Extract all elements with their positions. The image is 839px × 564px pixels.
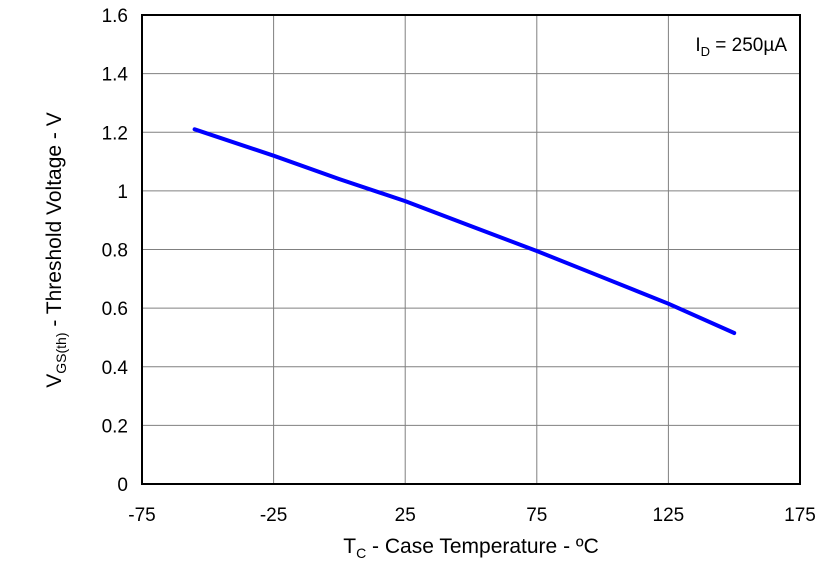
y-tick-label: 1.4: [102, 65, 129, 86]
y-axis-subscript: GS(th): [53, 332, 69, 373]
x-tick-label: -25: [260, 505, 287, 526]
annotation-symbol: I: [695, 35, 700, 56]
y-tick-label: 0.8: [102, 241, 128, 262]
y-tick-label: 0: [117, 475, 128, 496]
grid: [142, 15, 800, 484]
x-axis-symbol: T: [343, 535, 356, 558]
y-axis-label: VGS(th) - Threshold Voltage - V: [43, 112, 69, 387]
x-axis-label: TC - Case Temperature - ºC: [343, 535, 598, 559]
y-tick-label: 0.6: [102, 299, 128, 320]
x-tick-label: -75: [128, 505, 155, 526]
y-tick-label: 1.2: [102, 123, 128, 144]
x-tick-label: 125: [653, 505, 685, 526]
test-condition-annotation: ID = 250µA: [695, 35, 787, 59]
annotation-value: = 250µA: [710, 35, 787, 56]
annotation-subscript: D: [701, 44, 710, 59]
y-tick-label: 0.2: [102, 416, 128, 437]
series-layer: [192, 127, 737, 335]
plot-frame: [141, 14, 801, 485]
y-tick-label: 1.6: [102, 6, 128, 27]
y-tick-label: 0.4: [102, 358, 129, 379]
x-tick-label: 75: [526, 505, 547, 526]
y-axis-text: - Threshold Voltage - V: [43, 112, 66, 332]
threshold-voltage-line: [192, 127, 737, 335]
x-tick-label: 25: [395, 505, 416, 526]
tick-labels: -75 -25 25 75 125 175 0 0.2 0.4 0.6 0.8 1 1.2 1.4 1.6: [102, 6, 816, 526]
x-axis-text: - Case Temperature - ºC: [366, 535, 599, 558]
x-axis-subscript: C: [356, 545, 366, 559]
y-tick-label: 1: [117, 182, 128, 203]
y-axis-symbol: V: [43, 374, 66, 388]
x-tick-label: 175: [784, 505, 816, 526]
